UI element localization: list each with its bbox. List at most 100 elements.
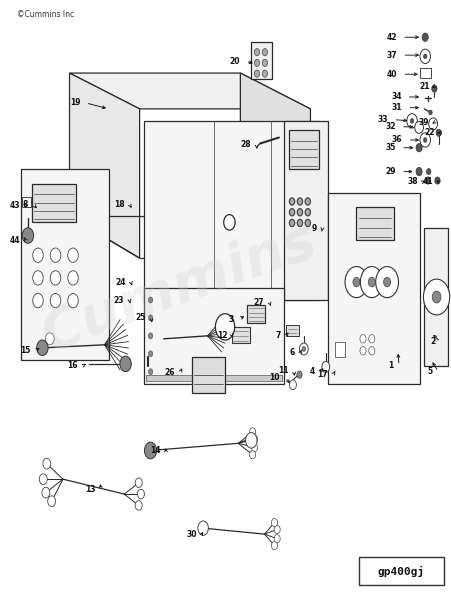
Circle shape	[249, 451, 255, 459]
Polygon shape	[327, 193, 419, 383]
Circle shape	[254, 59, 259, 67]
Circle shape	[383, 277, 390, 287]
Bar	[32, 184, 76, 223]
Text: 31: 31	[391, 103, 401, 112]
Circle shape	[254, 70, 259, 77]
Circle shape	[428, 110, 431, 115]
Circle shape	[46, 333, 54, 345]
Circle shape	[434, 177, 439, 184]
Text: 3: 3	[228, 314, 233, 323]
Circle shape	[289, 198, 294, 205]
Text: 26: 26	[164, 368, 174, 377]
Circle shape	[68, 293, 78, 308]
Circle shape	[42, 487, 50, 498]
Circle shape	[68, 271, 78, 285]
Circle shape	[271, 518, 277, 527]
Circle shape	[423, 279, 449, 315]
Circle shape	[32, 293, 43, 308]
Circle shape	[148, 368, 152, 374]
Text: 38: 38	[406, 177, 417, 186]
Circle shape	[359, 266, 382, 298]
Text: 28: 28	[240, 140, 251, 149]
Bar	[251, 42, 272, 79]
Text: 42: 42	[386, 33, 396, 42]
Text: ©Cummins Inc: ©Cummins Inc	[17, 10, 74, 19]
Circle shape	[135, 500, 142, 510]
Text: 37: 37	[386, 50, 396, 59]
Circle shape	[271, 541, 277, 550]
Circle shape	[419, 133, 429, 147]
Circle shape	[368, 347, 374, 355]
Text: 29: 29	[385, 167, 395, 176]
Circle shape	[50, 271, 60, 285]
Circle shape	[135, 478, 142, 488]
Circle shape	[406, 113, 416, 128]
Circle shape	[262, 70, 267, 77]
Circle shape	[137, 490, 144, 499]
Text: 41: 41	[422, 177, 432, 186]
Text: 9: 9	[311, 224, 316, 233]
Circle shape	[352, 277, 359, 287]
Text: 15: 15	[20, 346, 30, 355]
Circle shape	[223, 215, 235, 230]
Bar	[22, 197, 31, 208]
Bar	[356, 208, 393, 240]
Polygon shape	[69, 73, 139, 258]
Circle shape	[39, 474, 47, 485]
Circle shape	[144, 442, 156, 459]
Text: 20: 20	[230, 56, 240, 65]
Circle shape	[68, 248, 78, 262]
Circle shape	[415, 143, 421, 152]
Circle shape	[321, 362, 329, 372]
Polygon shape	[423, 229, 447, 365]
Circle shape	[254, 49, 259, 56]
Text: 40: 40	[386, 70, 396, 79]
Bar	[358, 557, 443, 586]
Circle shape	[262, 59, 267, 67]
Circle shape	[368, 335, 374, 343]
Circle shape	[410, 118, 413, 123]
Text: 14: 14	[150, 446, 160, 455]
Bar	[231, 328, 249, 343]
Circle shape	[148, 315, 152, 321]
Text: 10: 10	[269, 373, 279, 382]
Circle shape	[245, 433, 257, 448]
Polygon shape	[144, 121, 318, 300]
Bar	[146, 374, 281, 380]
Circle shape	[120, 356, 131, 371]
Text: 35: 35	[385, 143, 395, 152]
Circle shape	[148, 297, 152, 303]
Circle shape	[297, 220, 302, 227]
Text: 16: 16	[67, 361, 77, 370]
Circle shape	[148, 333, 152, 339]
Circle shape	[215, 314, 234, 340]
Circle shape	[304, 198, 310, 205]
Circle shape	[424, 177, 429, 184]
Circle shape	[423, 54, 426, 59]
Circle shape	[296, 371, 301, 378]
Circle shape	[428, 118, 437, 130]
Text: 4: 4	[309, 367, 314, 376]
Circle shape	[423, 137, 426, 142]
Bar	[288, 130, 318, 169]
Circle shape	[273, 525, 280, 533]
Text: 21: 21	[418, 82, 428, 91]
Circle shape	[297, 209, 302, 216]
Circle shape	[359, 335, 365, 343]
Circle shape	[368, 277, 374, 287]
Circle shape	[299, 343, 308, 355]
Circle shape	[359, 347, 365, 355]
Circle shape	[304, 209, 310, 216]
Circle shape	[50, 293, 60, 308]
Circle shape	[289, 220, 294, 227]
Text: 25: 25	[135, 313, 146, 322]
Bar	[246, 305, 265, 323]
Circle shape	[414, 121, 423, 133]
Text: 43: 43	[10, 201, 20, 210]
Circle shape	[37, 340, 48, 356]
Circle shape	[251, 435, 257, 443]
Circle shape	[48, 496, 55, 506]
Bar	[286, 325, 298, 336]
Circle shape	[251, 443, 257, 451]
Bar	[334, 342, 345, 357]
